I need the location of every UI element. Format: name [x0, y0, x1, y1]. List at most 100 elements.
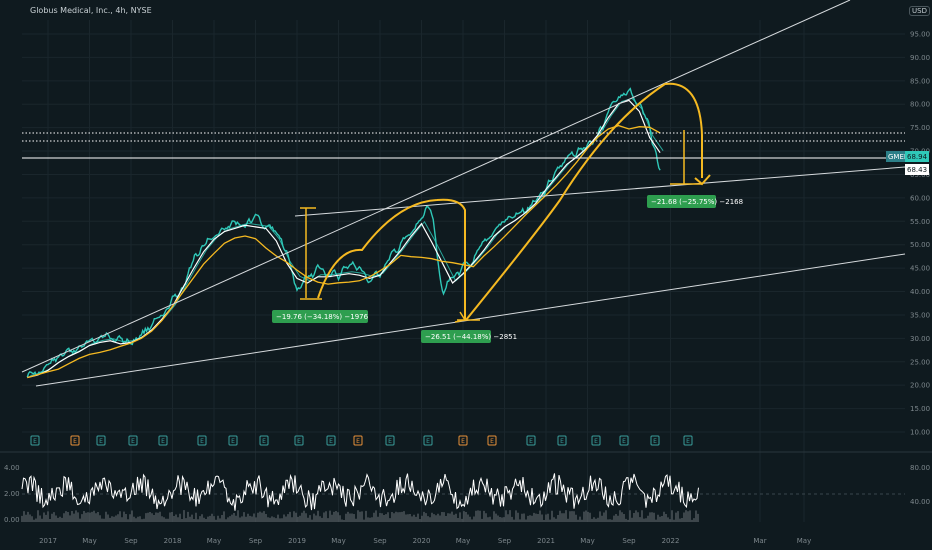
drawdown-label-box [421, 330, 491, 343]
earnings-marker [353, 435, 363, 446]
earnings-marker [619, 435, 629, 446]
earnings-marker-label: E [490, 438, 494, 445]
price-tag-box [905, 164, 929, 175]
y-tick-label: 85.00 [910, 77, 930, 85]
earnings-marker-label: E [131, 438, 135, 445]
drawdown-label-box [647, 195, 716, 208]
earnings-marker-label: E [161, 438, 165, 445]
arrow-head [454, 311, 467, 323]
earnings-marker [487, 435, 497, 446]
y-tick-label: 80.00 [910, 101, 930, 109]
earnings-marker-label: E [653, 438, 657, 445]
trend-line-middle [294, 166, 906, 217]
ma-fast-line [27, 99, 661, 379]
earnings-marker [158, 435, 168, 446]
y-tick-label: 15.00 [910, 405, 930, 413]
earnings-marker [683, 435, 693, 446]
earnings-marker-label: E [560, 438, 564, 445]
earnings-marker-label: E [529, 438, 533, 445]
y-tick-label: 90.00 [910, 54, 930, 62]
x-tick-label: 2022 [662, 537, 680, 545]
x-tick-label: May [331, 537, 345, 545]
earnings-marker-label: E [686, 438, 690, 445]
osc-left-tick: 2.00 [4, 490, 20, 498]
ticker-tag-box [886, 151, 905, 162]
price-tag-value: 68.43 [907, 166, 927, 174]
ema-line [30, 97, 664, 376]
currency-badge[interactable]: USD [909, 6, 930, 16]
oscillator-line [21, 473, 699, 511]
x-tick-label: May [456, 537, 470, 545]
x-tick-label: 2018 [164, 537, 182, 545]
osc-right-tick: 40.00 [910, 498, 930, 506]
x-tick-label: Mar [753, 537, 766, 545]
earnings-marker-label: E [594, 438, 598, 445]
earnings-marker-label: E [262, 438, 266, 445]
drawdown-label-box [272, 310, 368, 323]
price-line [26, 87, 661, 378]
drawdown-label: −19.76 (−34.18%) −1976 [276, 313, 369, 321]
drawdown-label: −26.51 (−44.18%) −2851 [425, 333, 517, 341]
x-tick-label: 2017 [39, 537, 57, 545]
x-tick-label: May [207, 537, 221, 545]
x-tick-label: Sep [622, 537, 636, 545]
arc-curve-1 [317, 198, 466, 320]
earnings-marker [591, 435, 601, 446]
earnings-marker-label: E [426, 438, 430, 445]
earnings-marker [423, 435, 433, 446]
x-tick-label: 2020 [413, 537, 431, 545]
osc-right-tick: 80.00 [910, 464, 930, 472]
y-tick-label: 75.00 [910, 124, 930, 132]
earnings-marker-label: E [200, 438, 204, 445]
earnings-marker-label: E [33, 438, 37, 445]
arc-curve-2 [465, 82, 703, 321]
earnings-marker-label: E [461, 438, 465, 445]
arrow-head [694, 174, 711, 186]
y-tick-label: 50.00 [910, 241, 930, 249]
earnings-marker [458, 435, 468, 446]
osc-left-tick: 0.00 [4, 516, 20, 524]
y-tick-label: 35.00 [910, 311, 930, 319]
price-tag-value: 68.94 [907, 153, 928, 161]
earnings-marker [326, 435, 336, 446]
earnings-marker-label: E [99, 438, 103, 445]
earnings-marker [259, 435, 269, 446]
y-tick-label: 95.00 [910, 31, 930, 39]
earnings-marker [294, 435, 304, 446]
x-tick-label: May [82, 537, 96, 545]
earnings-marker [30, 435, 40, 446]
y-tick-label: 45.00 [910, 265, 930, 273]
ma-slow-line [27, 124, 661, 379]
y-tick-label: 10.00 [910, 429, 930, 437]
earnings-marker [650, 435, 660, 446]
earnings-marker-label: E [622, 438, 626, 445]
x-tick-label: Sep [249, 537, 263, 545]
earnings-marker-label: E [73, 438, 77, 445]
earnings-marker-label: E [356, 438, 360, 445]
volume-bars [21, 510, 699, 522]
earnings-marker-label: E [329, 438, 333, 445]
earnings-marker-label: E [231, 438, 235, 445]
drawdown-bracket-1 [300, 207, 316, 298]
x-tick-label: 2019 [288, 537, 306, 545]
earnings-marker [385, 435, 395, 446]
earnings-marker-label: E [297, 438, 301, 445]
x-tick-label: Sep [498, 537, 512, 545]
x-tick-label: Sep [124, 537, 138, 545]
x-tick-label: May [580, 537, 594, 545]
y-tick-label: 25.00 [910, 358, 930, 366]
x-tick-label: May [797, 537, 811, 545]
price-tag-box [905, 151, 929, 162]
earnings-marker [197, 435, 207, 446]
y-tick-label: 20.00 [910, 382, 930, 390]
x-tick-label: 2021 [537, 537, 555, 545]
y-tick-label: 40.00 [910, 288, 930, 296]
earnings-marker [557, 435, 567, 446]
earnings-marker-label: E [388, 438, 392, 445]
symbol-title: Globus Medical, Inc., 4h, NYSE [30, 6, 152, 15]
earnings-marker [526, 435, 536, 446]
earnings-marker [96, 435, 106, 446]
y-tick-label: 30.00 [910, 335, 930, 343]
